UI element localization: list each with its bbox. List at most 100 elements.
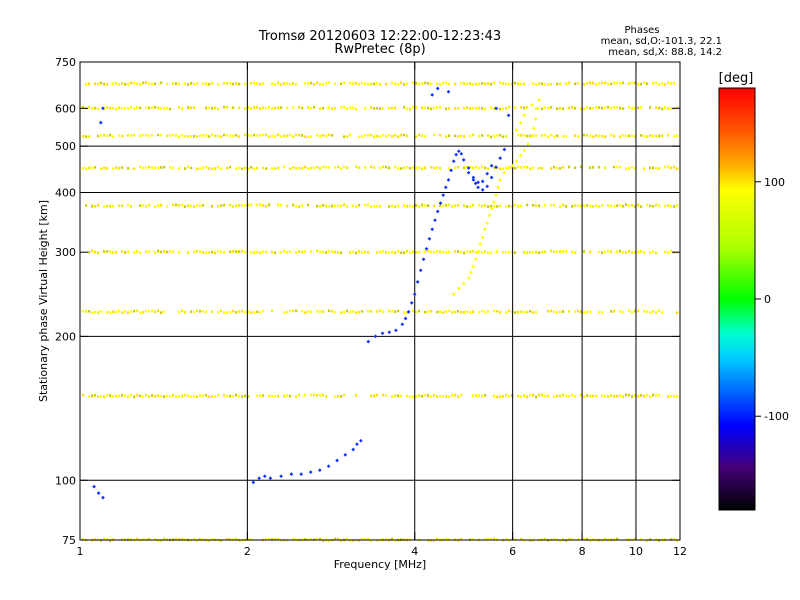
band-point — [82, 393, 85, 397]
band-point — [379, 309, 382, 313]
band-point — [151, 106, 154, 109]
band-point — [103, 166, 106, 170]
band-point — [277, 538, 280, 541]
band-point — [604, 250, 607, 254]
band-point — [631, 166, 634, 169]
band-point — [304, 393, 307, 397]
band-point — [184, 205, 187, 208]
band-point — [559, 82, 562, 85]
band-point — [187, 165, 190, 169]
band-point — [331, 107, 334, 111]
band-point — [283, 311, 286, 314]
band-point — [433, 539, 436, 543]
band-point — [664, 250, 667, 254]
band-point — [568, 81, 571, 85]
band-point — [391, 135, 394, 138]
band-point — [256, 134, 259, 137]
band-point — [304, 165, 307, 169]
band-point — [541, 107, 544, 111]
band-point — [100, 395, 103, 398]
band-point — [259, 394, 262, 397]
band-point — [631, 251, 634, 254]
band-point — [97, 134, 100, 138]
band-point — [94, 204, 97, 208]
band-point — [439, 250, 442, 254]
band-point — [298, 166, 301, 170]
band-point — [370, 310, 373, 313]
band-point — [484, 166, 487, 170]
echo-point — [485, 221, 490, 226]
band-point — [109, 394, 112, 397]
band-point — [289, 394, 292, 398]
band-point — [163, 250, 166, 253]
band-point — [484, 310, 487, 314]
band-point — [577, 81, 580, 85]
band-point — [265, 205, 268, 208]
band-point — [352, 310, 355, 313]
band-point — [472, 107, 475, 110]
band-point — [115, 394, 118, 398]
band-point — [436, 82, 439, 86]
band-point — [397, 83, 400, 86]
band-point — [559, 167, 562, 170]
phases-o-stats: mean, sd,O:-101.3, 22.1 — [601, 36, 722, 47]
band-point — [265, 537, 268, 541]
colorbar-tick-label: 100 — [764, 176, 785, 189]
band-point — [166, 250, 169, 254]
band-point — [643, 134, 646, 138]
band-point — [160, 81, 163, 85]
band-point — [553, 165, 556, 169]
band-point — [109, 250, 112, 254]
band-point — [97, 395, 100, 398]
band-point — [226, 537, 229, 541]
band-point — [103, 250, 106, 253]
echo-point — [317, 468, 322, 473]
band-point — [652, 393, 655, 397]
band-point — [415, 135, 418, 139]
band-point — [556, 134, 559, 137]
band-point — [343, 393, 346, 397]
band-point — [208, 106, 211, 110]
band-point — [139, 134, 142, 138]
band-point — [664, 106, 667, 109]
band-point — [616, 537, 619, 541]
band-point — [613, 394, 616, 398]
band-point — [364, 166, 367, 169]
band-point — [601, 81, 604, 85]
band-point — [388, 107, 391, 110]
band-point — [667, 133, 670, 137]
band-point — [439, 204, 442, 208]
band-point — [493, 166, 496, 169]
band-point — [517, 394, 520, 398]
band-point — [145, 166, 148, 169]
band-point — [454, 82, 457, 86]
band-point — [334, 82, 337, 86]
band-point — [367, 82, 370, 86]
band-point — [649, 204, 652, 208]
band-point — [157, 249, 160, 253]
band-point — [292, 135, 295, 138]
band-point — [436, 395, 439, 398]
band-point — [667, 251, 670, 255]
band-point — [130, 393, 133, 397]
echo-point — [373, 334, 378, 339]
band-point — [502, 251, 505, 254]
band-point — [448, 250, 451, 254]
band-point — [103, 205, 106, 208]
band-point — [373, 166, 376, 169]
band-point — [601, 134, 604, 138]
band-point — [475, 107, 478, 110]
band-point — [544, 250, 547, 254]
band-point — [628, 204, 631, 207]
band-point — [667, 165, 670, 169]
band-point — [157, 394, 160, 397]
band-point — [427, 106, 430, 110]
band-point — [499, 134, 502, 137]
band-point — [445, 251, 448, 254]
band-point — [583, 83, 586, 86]
echo-point — [251, 480, 256, 485]
band-point — [328, 166, 331, 169]
band-point — [559, 394, 562, 398]
band-point — [571, 393, 574, 397]
band-point — [94, 310, 97, 314]
